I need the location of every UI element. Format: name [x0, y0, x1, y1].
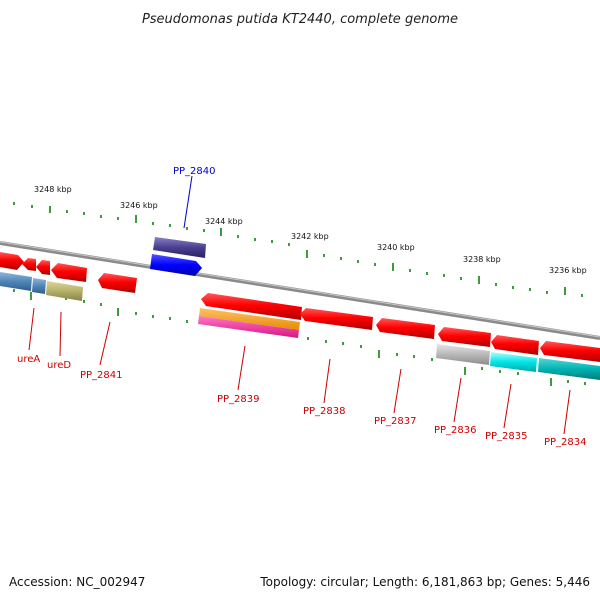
map-title: Pseudomonas putida KT2440, complete geno…: [142, 12, 458, 27]
gene-label-ureD[interactable]: ureD: [47, 360, 71, 371]
scale-label-3248: 3248 kbp: [34, 185, 72, 194]
gene-arrow-ureA-fwd[interactable]: [0, 252, 24, 270]
gene-bar-ureA[interactable]: [0, 272, 32, 291]
scale-label-3246: 3246 kbp: [120, 201, 158, 210]
gene-bar-ureA-2[interactable]: [32, 278, 46, 294]
gene-bar-PP_2834-teal[interactable]: [538, 358, 600, 380]
gene-arrow-PP_2839[interactable]: [201, 293, 302, 320]
scale-label-3240: 3240 kbp: [377, 243, 415, 252]
gene-arrow-ureC[interactable]: [36, 260, 50, 275]
gene-bar-PP_2836-grey[interactable]: [436, 344, 490, 365]
gene-label-PP_2840[interactable]: PP_2840: [173, 166, 216, 177]
gene-label-PP_2835[interactable]: PP_2835: [485, 431, 528, 442]
gene-arrow-PP_2838[interactable]: [300, 308, 373, 330]
gene-leader-lines: [28, 175, 571, 435]
accession-text: Accession: NC_002947: [9, 575, 145, 589]
outer-scale-ticks: [13, 202, 583, 297]
gene-bar-ureD[interactable]: [46, 281, 83, 301]
gene-bar-PP_2839-orange[interactable]: [199, 308, 300, 330]
genome-backbone: [0, 241, 600, 340]
gene-label-PP_2839[interactable]: PP_2839: [217, 394, 260, 405]
scale-label-3238: 3238 kbp: [463, 255, 501, 264]
gene-label-PP_2838[interactable]: PP_2838: [303, 406, 346, 417]
scale-label-3244: 3244 kbp: [205, 217, 243, 226]
gene-label-PP_2836[interactable]: PP_2836: [434, 425, 477, 436]
gene-arrow-PP_2834[interactable]: [540, 341, 600, 362]
gene-label-PP_2841[interactable]: PP_2841: [80, 370, 123, 381]
feature-highlight-PP_2840-dark[interactable]: [153, 237, 206, 258]
gene-arrow-ureD-fwd[interactable]: [51, 263, 87, 282]
gene-bar-PP_2835-cyan[interactable]: [490, 352, 537, 372]
gene-arrow-PP_2837[interactable]: [376, 318, 435, 339]
gene-label-PP_2834[interactable]: PP_2834: [544, 437, 587, 448]
gene-bar-PP_2839-magenta[interactable]: [198, 316, 299, 338]
genome-backbone-highlight: [0, 241, 600, 338]
gene-label-ureA[interactable]: ureA: [17, 354, 40, 365]
gene-arrow-PP_2841[interactable]: [98, 273, 137, 293]
gene-label-PP_2837[interactable]: PP_2837: [374, 416, 417, 427]
genome-summary-text: Topology: circular; Length: 6,181,863 bp…: [259, 575, 590, 589]
gene-arrow-ureB[interactable]: [22, 258, 36, 271]
feature-highlight-PP_2840-blue[interactable]: [150, 254, 202, 276]
scale-label-3236: 3236 kbp: [549, 266, 587, 275]
gene-arrow-PP_2835[interactable]: [491, 335, 539, 355]
scale-label-3242: 3242 kbp: [291, 232, 329, 241]
gene-arrow-PP_2836[interactable]: [438, 327, 491, 347]
